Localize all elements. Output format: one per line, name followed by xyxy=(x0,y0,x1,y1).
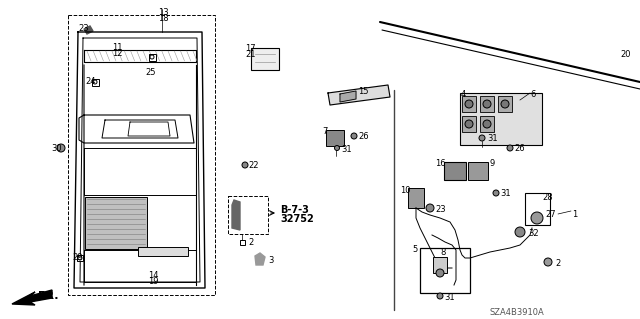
Circle shape xyxy=(78,256,82,260)
Text: 15: 15 xyxy=(358,87,369,96)
Text: FR.: FR. xyxy=(38,291,58,301)
Text: 10: 10 xyxy=(400,186,410,195)
Bar xyxy=(251,48,279,70)
Circle shape xyxy=(544,258,552,266)
Polygon shape xyxy=(12,290,52,305)
Text: 19: 19 xyxy=(148,277,159,286)
Text: 25: 25 xyxy=(145,68,156,77)
Text: 18: 18 xyxy=(158,14,168,23)
Text: 1: 1 xyxy=(572,210,577,219)
Text: 31: 31 xyxy=(500,189,511,198)
Text: 9: 9 xyxy=(490,159,495,168)
Circle shape xyxy=(93,80,97,84)
Circle shape xyxy=(515,227,525,237)
Bar xyxy=(498,96,512,112)
Text: 12: 12 xyxy=(112,49,122,58)
Bar xyxy=(239,240,244,244)
Circle shape xyxy=(150,55,154,59)
Text: 6: 6 xyxy=(530,90,536,99)
Text: 4: 4 xyxy=(461,90,467,99)
Bar xyxy=(480,116,494,132)
Bar xyxy=(460,93,542,145)
Circle shape xyxy=(57,144,65,152)
Text: 16: 16 xyxy=(435,159,445,168)
Circle shape xyxy=(465,120,473,128)
Text: B-7-3: B-7-3 xyxy=(280,205,309,215)
Polygon shape xyxy=(255,253,265,265)
Text: 8: 8 xyxy=(440,248,445,257)
Bar xyxy=(85,197,147,249)
Bar xyxy=(77,255,83,261)
Text: 23: 23 xyxy=(78,24,88,33)
Polygon shape xyxy=(328,85,390,105)
Circle shape xyxy=(501,100,509,108)
Text: 31: 31 xyxy=(444,293,454,302)
Polygon shape xyxy=(340,91,356,102)
Text: 26: 26 xyxy=(358,132,369,141)
Circle shape xyxy=(242,162,248,168)
Bar xyxy=(228,196,268,234)
Text: 31: 31 xyxy=(341,145,351,154)
Text: 21: 21 xyxy=(245,50,255,59)
Text: 27: 27 xyxy=(545,210,556,219)
Text: 26: 26 xyxy=(514,144,525,153)
Text: 23: 23 xyxy=(435,205,445,214)
Text: 13: 13 xyxy=(158,8,168,17)
Text: 24: 24 xyxy=(85,77,95,86)
Bar xyxy=(462,96,476,112)
Text: 28: 28 xyxy=(542,193,552,202)
Bar xyxy=(420,248,470,293)
Circle shape xyxy=(483,120,491,128)
Bar xyxy=(525,193,550,225)
Circle shape xyxy=(507,145,513,151)
Text: 2: 2 xyxy=(248,238,253,247)
Text: 14: 14 xyxy=(148,271,159,280)
Bar xyxy=(468,162,488,180)
Text: SZA4B3910A: SZA4B3910A xyxy=(490,308,545,317)
Polygon shape xyxy=(84,26,93,34)
Bar xyxy=(444,162,466,180)
Text: 31: 31 xyxy=(487,134,498,143)
Text: 17: 17 xyxy=(245,44,255,53)
Circle shape xyxy=(479,135,485,141)
Text: 22: 22 xyxy=(248,161,259,170)
Circle shape xyxy=(436,269,444,277)
Bar xyxy=(138,247,188,256)
Text: 32: 32 xyxy=(528,229,539,238)
Circle shape xyxy=(351,133,357,139)
Circle shape xyxy=(531,212,543,224)
Circle shape xyxy=(465,100,473,108)
Text: 20: 20 xyxy=(620,50,630,59)
Bar xyxy=(92,78,99,85)
Text: 11: 11 xyxy=(112,43,122,52)
Text: 2: 2 xyxy=(555,259,560,268)
Circle shape xyxy=(483,100,491,108)
Text: 3: 3 xyxy=(268,256,273,265)
Circle shape xyxy=(335,145,339,151)
Bar xyxy=(148,54,156,61)
Circle shape xyxy=(437,293,443,299)
Text: 29: 29 xyxy=(72,253,83,262)
Text: 30: 30 xyxy=(51,144,61,153)
Circle shape xyxy=(493,190,499,196)
Bar xyxy=(480,96,494,112)
Circle shape xyxy=(426,204,434,212)
Polygon shape xyxy=(232,200,240,230)
Bar xyxy=(326,130,344,146)
Text: 7: 7 xyxy=(322,127,328,136)
Bar xyxy=(462,116,476,132)
Text: 5: 5 xyxy=(412,245,417,254)
Text: 32752: 32752 xyxy=(280,214,314,224)
Bar xyxy=(433,257,447,273)
Bar xyxy=(408,188,424,208)
Bar xyxy=(68,15,215,295)
